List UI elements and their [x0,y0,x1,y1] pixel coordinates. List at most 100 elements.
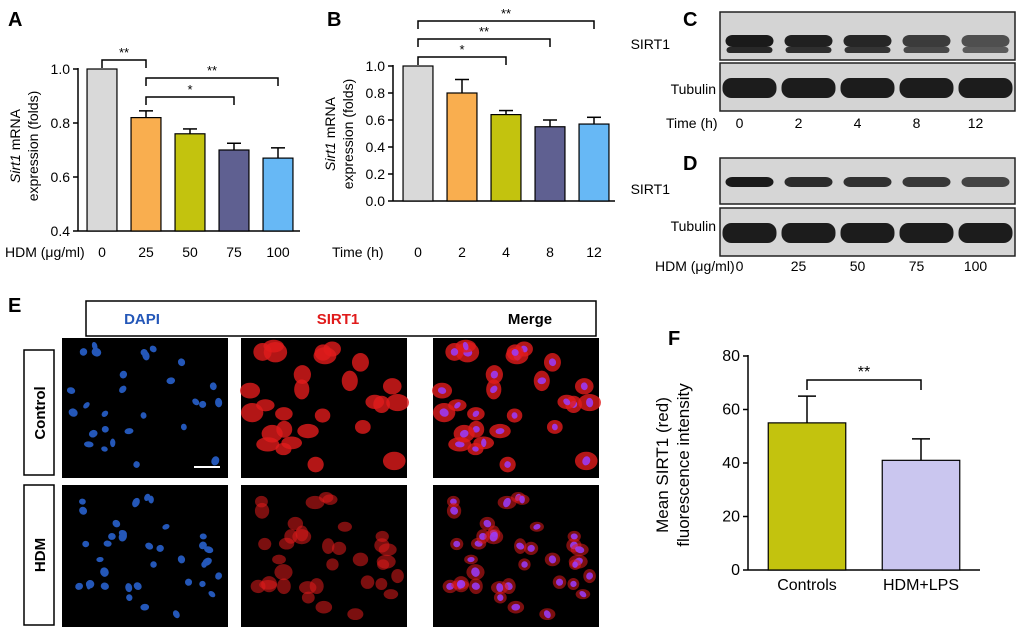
nucleus [215,397,223,408]
chart-b-ytick-label: 0.6 [366,112,386,128]
sirt1-cell [294,379,310,400]
blot-c-sirt1-band [902,35,951,47]
nucleus [101,410,109,417]
nucleus-overlay [490,385,498,394]
nucleus [79,348,88,356]
sirt1-cell [322,494,338,505]
sirt1-cell [354,419,371,434]
chart-a-bar [174,133,206,232]
nucleus-overlay [496,583,504,593]
chart-b-xtick-label: 2 [458,244,466,260]
chart-b: Sirt1 mRNA expression (folds) Time (h) 0… [322,6,615,260]
nucleus [125,583,133,593]
panel-e-row-box-control [23,349,55,476]
sirt1-cell [258,537,272,551]
nucleus-overlay [456,580,466,589]
nucleus-overlay [459,429,469,438]
sirt1-cell [292,529,312,545]
nucleus-overlay [489,531,498,542]
chart-b-ylabel-line2: expression (folds) [340,79,356,190]
nucleus-overlay [575,546,585,554]
chart-f: Mean SIRT1 (red) fluorescence intensity … [653,348,980,594]
nucleus [177,358,186,367]
chart-a-sig-bracket [145,96,235,105]
blot-c-lane-label: 4 [854,115,862,131]
chart-b-sig-label: * [459,42,464,57]
chart-b-ylabel-rest: mRNA [322,96,338,142]
blot-c-protein-label: SIRT1 [631,36,671,52]
sirt1-cell [360,575,375,589]
blot-c-sirt1-band-lower [726,47,773,53]
nucleus [66,387,76,394]
nucleus [204,546,214,554]
sirt1-cell [375,577,388,590]
sirt1-cell [277,578,291,595]
nucleus-overlay [548,555,557,564]
blot-d-tubulin-band [840,223,895,243]
chart-f-ylabel: Mean SIRT1 (red) fluorescence intensity [653,383,693,547]
chart-b-ylabel: Sirt1 mRNA expression (folds) [322,79,356,190]
nucleus [199,533,207,540]
sirt1-cell [377,559,390,570]
sirt1-cell [351,353,369,372]
chart-b-bar [446,92,478,202]
nucleus [85,580,95,589]
nucleus-overlay [543,610,551,619]
blot-c-loading-label: Tubulin [671,81,716,97]
nucleus-overlay [548,358,557,367]
blot-c-tubulin-band [958,78,1013,98]
chart-f-ylabel-line2: fluorescence intensity [674,383,693,547]
chart-b-ytick-label: 0.0 [366,193,386,209]
sirt1-cell [382,378,402,395]
chart-a-xtick-label: 50 [182,244,198,260]
nucleus [162,524,170,530]
nucleus-overlay [439,408,449,417]
nucleus [110,438,116,448]
nucleus-overlay [490,370,499,379]
chart-a-sig-bracket [101,59,147,68]
nucleus [140,412,147,419]
chart-b-bar [578,123,610,202]
nucleus [91,347,102,357]
nucleus [100,567,109,577]
nucleus [199,400,207,408]
nucleus [156,544,164,552]
chart-f-xtick-label: Controls [777,577,837,594]
nucleus [88,429,98,438]
blot-d-xlabel: HDM (μg/ml) [655,258,735,274]
nucleus [133,461,140,468]
chart-f-bar [881,459,961,571]
panel-letter-d: D [683,153,697,175]
chart-f-ytick-label: 40 [722,455,740,472]
nucleus [79,498,86,505]
chart-b-sig-label: ** [501,6,511,21]
blot-c-xlabel: Time (h) [666,115,718,131]
nucleus-overlay [471,582,480,590]
chart-b-ytick-label: 0.8 [366,85,386,101]
chart-f-sig-bracket [806,379,922,390]
chart-a-ytick-label: 0.8 [51,115,71,131]
sirt1-cell [391,568,404,584]
svg-text:Sirt1 mRNA: Sirt1 mRNA [322,96,338,171]
nucleus-overlay [472,410,480,417]
nucleus-overlay [450,348,459,356]
chart-a-ylabel: Sirt1 mRNA expression (folds) [7,91,41,202]
blot-c-sirt1-band [784,35,833,47]
nucleus [184,578,193,586]
nucleus-overlay [450,506,459,515]
blot-c-sirt1-band-lower [903,47,950,53]
blot-d-lane-label: 50 [850,258,866,274]
tile-merge-hdm [433,485,599,627]
blot-d-tubulin-band [899,223,954,243]
blot-c-sirt1-band [843,35,892,47]
sirt1-cell [275,442,292,456]
chart-a-ylabel-italic: Sirt1 [7,154,23,183]
nucleus-overlay [586,397,594,408]
blot-d-tubulin-band [781,223,836,243]
chart-a-ylabel-line2: expression (folds) [25,91,41,202]
nucleus [100,582,109,590]
sirt1-cell [386,394,409,412]
nucleus [192,398,200,406]
chart-f-ytick-label: 0 [731,562,740,579]
sirt1-cell [341,370,358,392]
